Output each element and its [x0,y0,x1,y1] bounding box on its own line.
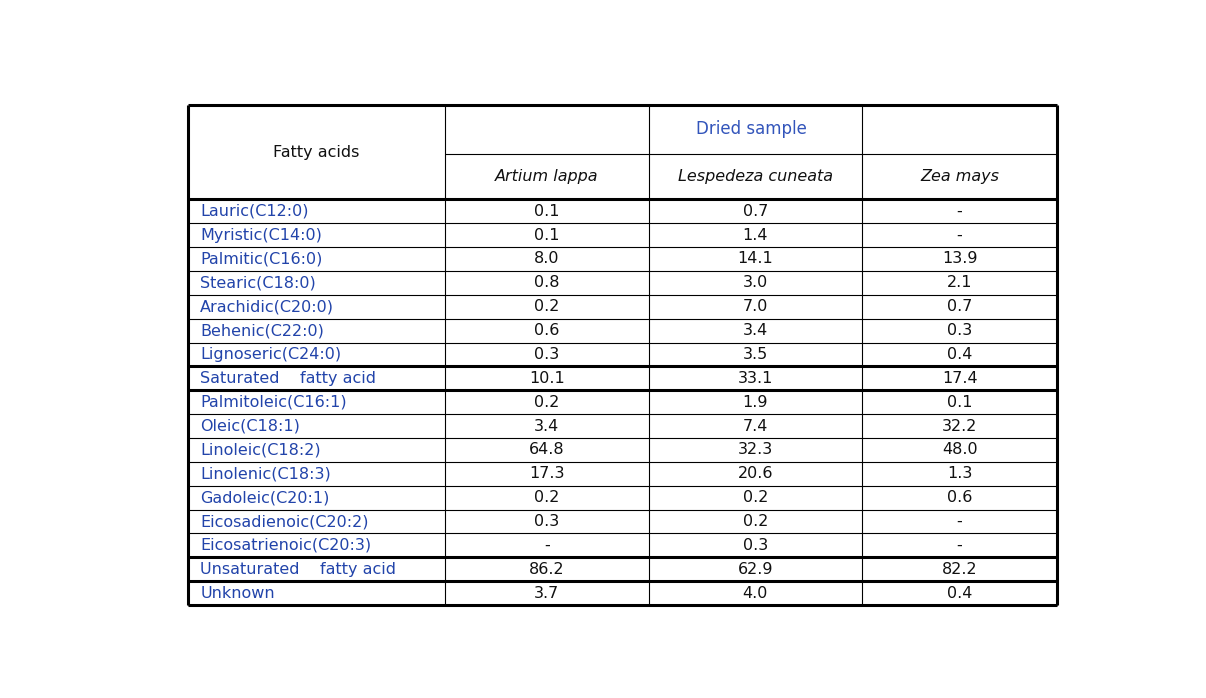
Text: 1.9: 1.9 [743,394,768,410]
Text: 32.2: 32.2 [942,419,977,433]
Text: Lauric(C12:0): Lauric(C12:0) [200,204,309,218]
Text: 0.2: 0.2 [743,490,768,505]
Text: 3.7: 3.7 [534,586,560,601]
Text: -: - [956,228,962,243]
Text: 0.8: 0.8 [534,275,560,290]
Text: 48.0: 48.0 [942,443,977,457]
Text: 82.2: 82.2 [942,562,977,577]
Text: -: - [956,538,962,553]
Text: Behenic(C22:0): Behenic(C22:0) [200,323,324,338]
Text: 3.5: 3.5 [743,347,768,362]
Text: 3.4: 3.4 [534,419,560,433]
Text: 0.3: 0.3 [743,538,768,553]
Text: 0.7: 0.7 [743,204,768,218]
Text: Palmitoleic(C16:1): Palmitoleic(C16:1) [200,394,347,410]
Text: 64.8: 64.8 [529,443,564,457]
Text: Unknown: Unknown [200,586,275,601]
Text: 3.4: 3.4 [743,323,768,338]
Text: Unsaturated    fatty acid: Unsaturated fatty acid [200,562,397,577]
Text: 8.0: 8.0 [534,251,560,267]
Text: 1.3: 1.3 [947,466,972,482]
Text: 1.4: 1.4 [743,228,768,243]
Text: 86.2: 86.2 [529,562,564,577]
Text: 0.1: 0.1 [947,394,972,410]
Text: 17.3: 17.3 [529,466,564,482]
Text: 0.2: 0.2 [534,299,560,314]
Text: Saturated    fatty acid: Saturated fatty acid [200,371,376,386]
Text: Eicosatrienoic(C20:3): Eicosatrienoic(C20:3) [200,538,371,553]
Text: Stearic(C18:0): Stearic(C18:0) [200,275,316,290]
Text: 0.3: 0.3 [947,323,972,338]
Text: Gadoleic(C20:1): Gadoleic(C20:1) [200,490,329,505]
Text: 14.1: 14.1 [737,251,773,267]
Text: -: - [956,204,962,218]
Text: 0.6: 0.6 [947,490,972,505]
Text: 0.3: 0.3 [534,514,560,529]
Text: 0.7: 0.7 [947,299,972,314]
Text: Linoleic(C18:2): Linoleic(C18:2) [200,443,321,457]
Text: Arachidic(C20:0): Arachidic(C20:0) [200,299,334,314]
Text: 10.1: 10.1 [528,371,564,386]
Text: 0.2: 0.2 [534,394,560,410]
Text: Lespedeza cuneata: Lespedeza cuneata [678,169,833,184]
Text: Oleic(C18:1): Oleic(C18:1) [200,419,300,433]
Text: 7.0: 7.0 [743,299,768,314]
Text: Fatty acids: Fatty acids [274,144,359,160]
Text: 0.1: 0.1 [534,204,560,218]
Text: -: - [544,538,550,553]
Text: 0.2: 0.2 [534,490,560,505]
Text: 0.2: 0.2 [743,514,768,529]
Text: Eicosadienoic(C20:2): Eicosadienoic(C20:2) [200,514,369,529]
Text: Artium lappa: Artium lappa [494,169,598,184]
Text: 0.3: 0.3 [534,347,560,362]
Text: 0.6: 0.6 [534,323,560,338]
Text: 3.0: 3.0 [743,275,768,290]
Text: 4.0: 4.0 [743,586,768,601]
Text: 32.3: 32.3 [738,443,773,457]
Text: Dried sample: Dried sample [696,121,807,138]
Text: Zea mays: Zea mays [920,169,999,184]
Text: Linolenic(C18:3): Linolenic(C18:3) [200,466,330,482]
Text: 7.4: 7.4 [743,419,768,433]
Text: 0.1: 0.1 [534,228,560,243]
Text: Myristic(C14:0): Myristic(C14:0) [200,228,322,243]
Text: 13.9: 13.9 [942,251,977,267]
Text: -: - [956,514,962,529]
Text: 20.6: 20.6 [738,466,773,482]
Text: 2.1: 2.1 [947,275,972,290]
Text: 17.4: 17.4 [942,371,977,386]
Text: 0.4: 0.4 [947,347,972,362]
Text: 0.4: 0.4 [947,586,972,601]
Text: 62.9: 62.9 [738,562,773,577]
Text: Lignoseric(C24:0): Lignoseric(C24:0) [200,347,341,362]
Text: 33.1: 33.1 [738,371,773,386]
Text: Palmitic(C16:0): Palmitic(C16:0) [200,251,323,267]
